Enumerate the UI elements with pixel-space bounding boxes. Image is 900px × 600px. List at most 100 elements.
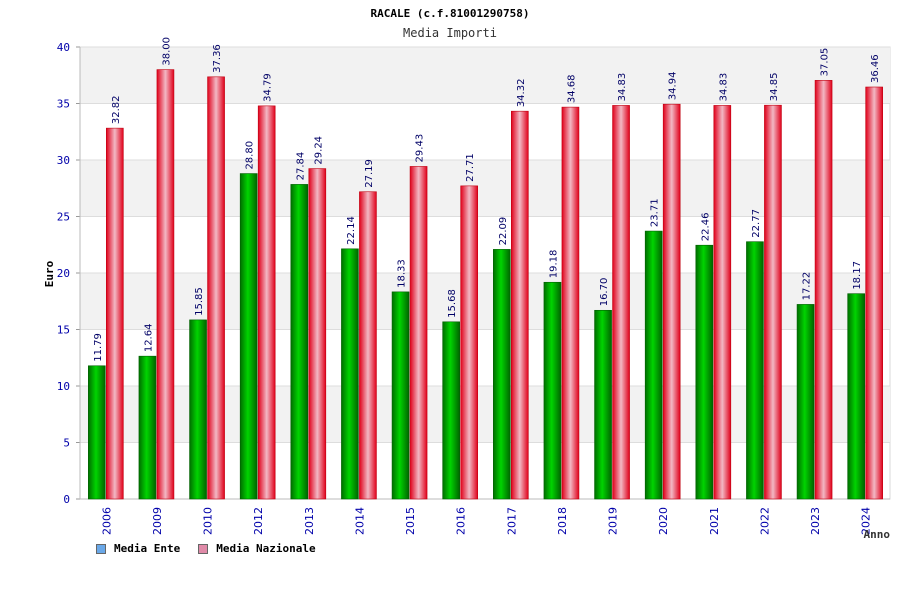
data-label: 29.43 bbox=[415, 134, 426, 163]
y-tick-label: 35 bbox=[57, 98, 70, 111]
bar-media-ente-2021 bbox=[695, 244, 714, 500]
data-label: 34.68 bbox=[566, 74, 577, 103]
bar-media-ente-2019 bbox=[594, 309, 612, 500]
data-label: 16.70 bbox=[599, 278, 610, 307]
data-label: 22.77 bbox=[751, 209, 762, 238]
bar-media-nazionale-2012 bbox=[257, 105, 276, 500]
x-tick-label: 2021 bbox=[708, 507, 721, 535]
x-tick-label: 2022 bbox=[758, 507, 771, 535]
chart-title: RACALE (c.f.81001290758) bbox=[371, 7, 530, 20]
data-label: 34.79 bbox=[263, 73, 274, 102]
data-label: 22.09 bbox=[498, 217, 509, 246]
bar-media-ente-2022 bbox=[746, 241, 764, 500]
data-label: 22.46 bbox=[700, 213, 711, 242]
bar-media-nazionale-2019 bbox=[612, 105, 630, 500]
bar-media-nazionale-2013 bbox=[308, 168, 327, 500]
x-tick-label: 2015 bbox=[404, 507, 417, 535]
y-tick-label: 40 bbox=[57, 41, 70, 54]
bar-media-nazionale-2015 bbox=[409, 166, 428, 500]
legend-label-ente: Media Ente bbox=[114, 542, 181, 555]
bar-media-ente-2013 bbox=[290, 184, 309, 500]
data-label: 17.22 bbox=[802, 272, 813, 301]
data-label: 37.05 bbox=[820, 48, 831, 77]
data-label: 32.82 bbox=[111, 95, 122, 124]
data-label: 34.32 bbox=[516, 79, 527, 108]
bar-media-nazionale-2014 bbox=[359, 191, 377, 500]
bar-media-nazionale-2023 bbox=[814, 80, 833, 500]
x-tick-label: 2017 bbox=[505, 507, 518, 535]
legend-swatch-ente bbox=[96, 543, 106, 554]
data-label: 34.94 bbox=[668, 72, 679, 101]
legend-item-media-ente: Media Ente bbox=[96, 542, 180, 555]
bar-media-ente-2017 bbox=[493, 249, 511, 500]
y-tick-label: 5 bbox=[63, 437, 70, 450]
data-label: 27.84 bbox=[295, 152, 306, 181]
bar-media-ente-2012 bbox=[239, 173, 258, 500]
data-label: 34.83 bbox=[617, 73, 628, 102]
bar-media-nazionale-2009 bbox=[156, 69, 175, 500]
x-tick-label: 2016 bbox=[455, 507, 468, 535]
bar-media-ente-2020 bbox=[644, 230, 663, 500]
legend-swatch-nazionale bbox=[198, 543, 209, 554]
bar-media-ente-2016 bbox=[442, 321, 460, 500]
data-label: 37.36 bbox=[212, 44, 223, 73]
data-label: 29.24 bbox=[313, 136, 324, 165]
bar-media-nazionale-2016 bbox=[460, 185, 478, 500]
bar-media-ente-2015 bbox=[391, 291, 410, 500]
data-label: 27.19 bbox=[364, 159, 375, 188]
x-tick-label: 2009 bbox=[151, 507, 164, 535]
y-tick-label: 20 bbox=[57, 267, 70, 280]
bar-media-nazionale-2024 bbox=[865, 86, 883, 500]
data-label: 27.71 bbox=[465, 153, 476, 182]
x-tick-label: 2006 bbox=[100, 507, 113, 535]
data-label: 18.33 bbox=[397, 259, 408, 288]
legend-item-media-nazionale: Media Nazionale bbox=[198, 542, 316, 555]
bar-media-nazionale-2021 bbox=[713, 105, 732, 500]
data-label: 18.17 bbox=[852, 261, 863, 290]
x-tick-label: 2024 bbox=[860, 507, 873, 535]
data-label: 19.18 bbox=[548, 250, 559, 279]
y-axis-label: Euro bbox=[43, 260, 56, 287]
y-tick-label: 30 bbox=[57, 154, 70, 167]
bar-media-ente-2006 bbox=[88, 365, 106, 500]
chart-subtitle: Media Importi bbox=[403, 26, 497, 40]
bar-media-ente-2014 bbox=[341, 248, 359, 500]
legend-label-nazionale: Media Nazionale bbox=[216, 542, 316, 555]
x-tick-label: 2023 bbox=[809, 507, 822, 535]
bar-media-ente-2018 bbox=[543, 281, 562, 500]
data-label: 34.85 bbox=[769, 73, 780, 102]
data-label: 12.64 bbox=[143, 324, 154, 353]
y-tick-label: 15 bbox=[57, 324, 70, 337]
bar-media-nazionale-2010 bbox=[207, 76, 225, 500]
bar-media-ente-2010 bbox=[189, 319, 207, 500]
data-label: 34.83 bbox=[718, 73, 729, 102]
y-tick-label: 25 bbox=[57, 211, 70, 224]
data-label: 23.71 bbox=[650, 198, 661, 227]
bar-media-nazionale-2020 bbox=[662, 103, 681, 500]
bar-media-ente-2009 bbox=[138, 355, 157, 500]
data-label: 11.79 bbox=[93, 333, 104, 362]
y-tick-label: 10 bbox=[57, 380, 70, 393]
bar-media-nazionale-2006 bbox=[106, 127, 124, 500]
data-label: 38.00 bbox=[161, 37, 172, 66]
data-label: 28.80 bbox=[245, 141, 256, 170]
x-tick-label: 2010 bbox=[202, 507, 215, 535]
x-tick-label: 2014 bbox=[353, 507, 366, 535]
x-tick-label: 2012 bbox=[252, 507, 265, 535]
data-label: 15.85 bbox=[194, 287, 205, 316]
data-label: 22.14 bbox=[346, 216, 357, 245]
bar-media-nazionale-2022 bbox=[764, 104, 782, 500]
x-axis-label: Anno bbox=[864, 528, 891, 541]
x-tick-label: 2020 bbox=[657, 507, 670, 535]
bar-media-nazionale-2017 bbox=[511, 110, 529, 500]
x-tick-label: 2013 bbox=[303, 507, 316, 535]
bar-media-ente-2024 bbox=[847, 293, 865, 500]
bar-media-nazionale-2018 bbox=[561, 106, 580, 500]
bar-media-ente-2023 bbox=[796, 304, 815, 500]
y-tick-label: 0 bbox=[63, 493, 70, 506]
legend: Media Ente Media Nazionale bbox=[96, 542, 316, 555]
x-tick-label: 2018 bbox=[556, 507, 569, 535]
data-label: 15.68 bbox=[447, 289, 458, 318]
data-label: 36.46 bbox=[870, 54, 881, 83]
